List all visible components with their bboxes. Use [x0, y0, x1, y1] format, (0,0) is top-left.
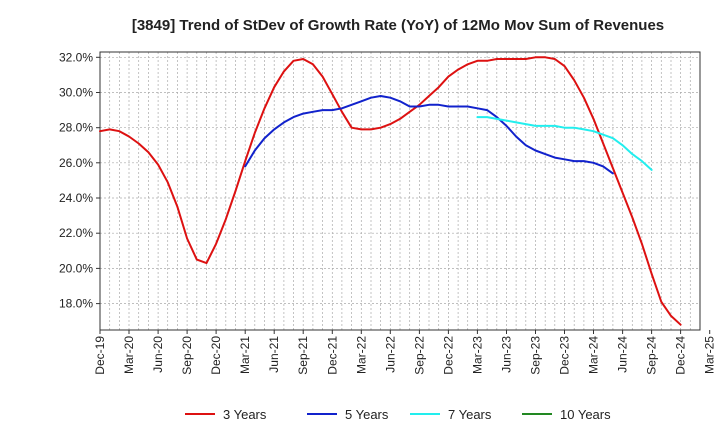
legend-label-10-years: 10 Years: [560, 407, 611, 422]
y-tick-label: 24.0%: [59, 191, 93, 205]
y-tick-label: 22.0%: [59, 226, 93, 240]
x-tick-label: Jun-21: [267, 336, 281, 373]
legend-label-3-years: 3 Years: [223, 407, 267, 422]
series-line-7-years: [476, 116, 653, 171]
x-tick-label: Sep-20: [180, 336, 194, 375]
x-tick-label: Mar-23: [470, 336, 484, 374]
x-tick-label: Mar-24: [587, 336, 601, 374]
grid: [100, 52, 700, 330]
x-tick-label: Dec-23: [558, 336, 572, 375]
x-tick-label: Dec-20: [209, 336, 223, 375]
x-tick-label: Jun-22: [383, 336, 397, 373]
plot-area: [99, 51, 701, 331]
legend-label-7-years: 7 Years: [448, 407, 492, 422]
y-tick-label: 28.0%: [59, 121, 93, 135]
x-tick-label: Jun-20: [151, 336, 165, 373]
x-tick-label: Mar-21: [238, 336, 252, 374]
x-tick-label: Sep-23: [529, 336, 543, 375]
series-line-3-years: [99, 56, 682, 326]
x-tick-label: Mar-25: [703, 336, 717, 374]
x-tick-label: Sep-21: [296, 336, 310, 375]
y-axis: 18.0% 20.0% 22.0% 24.0% 26.0% 28.0% 30.0% 32.0%: [59, 50, 100, 311]
legend: 3 Years 5 Years 7 Years 10 Years: [185, 407, 611, 422]
x-tick-label: Dec-19: [93, 336, 107, 375]
x-axis: Dec-19 Mar-20 Jun-20 Sep-20 Dec-20 Mar-21 Jun-…: [93, 330, 717, 375]
y-tick-label: 20.0%: [59, 261, 93, 275]
x-tick-label: Dec-22: [441, 336, 455, 375]
y-tick-label: 18.0%: [59, 297, 93, 311]
x-tick-label: Jun-24: [616, 336, 630, 373]
x-tick-label: Mar-22: [354, 336, 368, 374]
x-tick-label: Sep-22: [412, 336, 426, 375]
x-tick-label: Dec-24: [674, 336, 688, 375]
y-tick-label: 30.0%: [59, 86, 93, 100]
chart-title: [3849] Trend of StDev of Growth Rate (Yo…: [132, 17, 664, 34]
series-lines: [99, 56, 682, 326]
x-tick-label: Dec-21: [325, 336, 339, 375]
series-line-5-years: [244, 95, 614, 175]
y-tick-label: 32.0%: [59, 50, 93, 64]
y-tick-label: 26.0%: [59, 156, 93, 170]
legend-label-5-years: 5 Years: [345, 407, 389, 422]
x-tick-label: Mar-20: [122, 336, 136, 374]
x-tick-label: Sep-24: [645, 336, 659, 375]
x-tick-label: Jun-23: [500, 336, 514, 373]
